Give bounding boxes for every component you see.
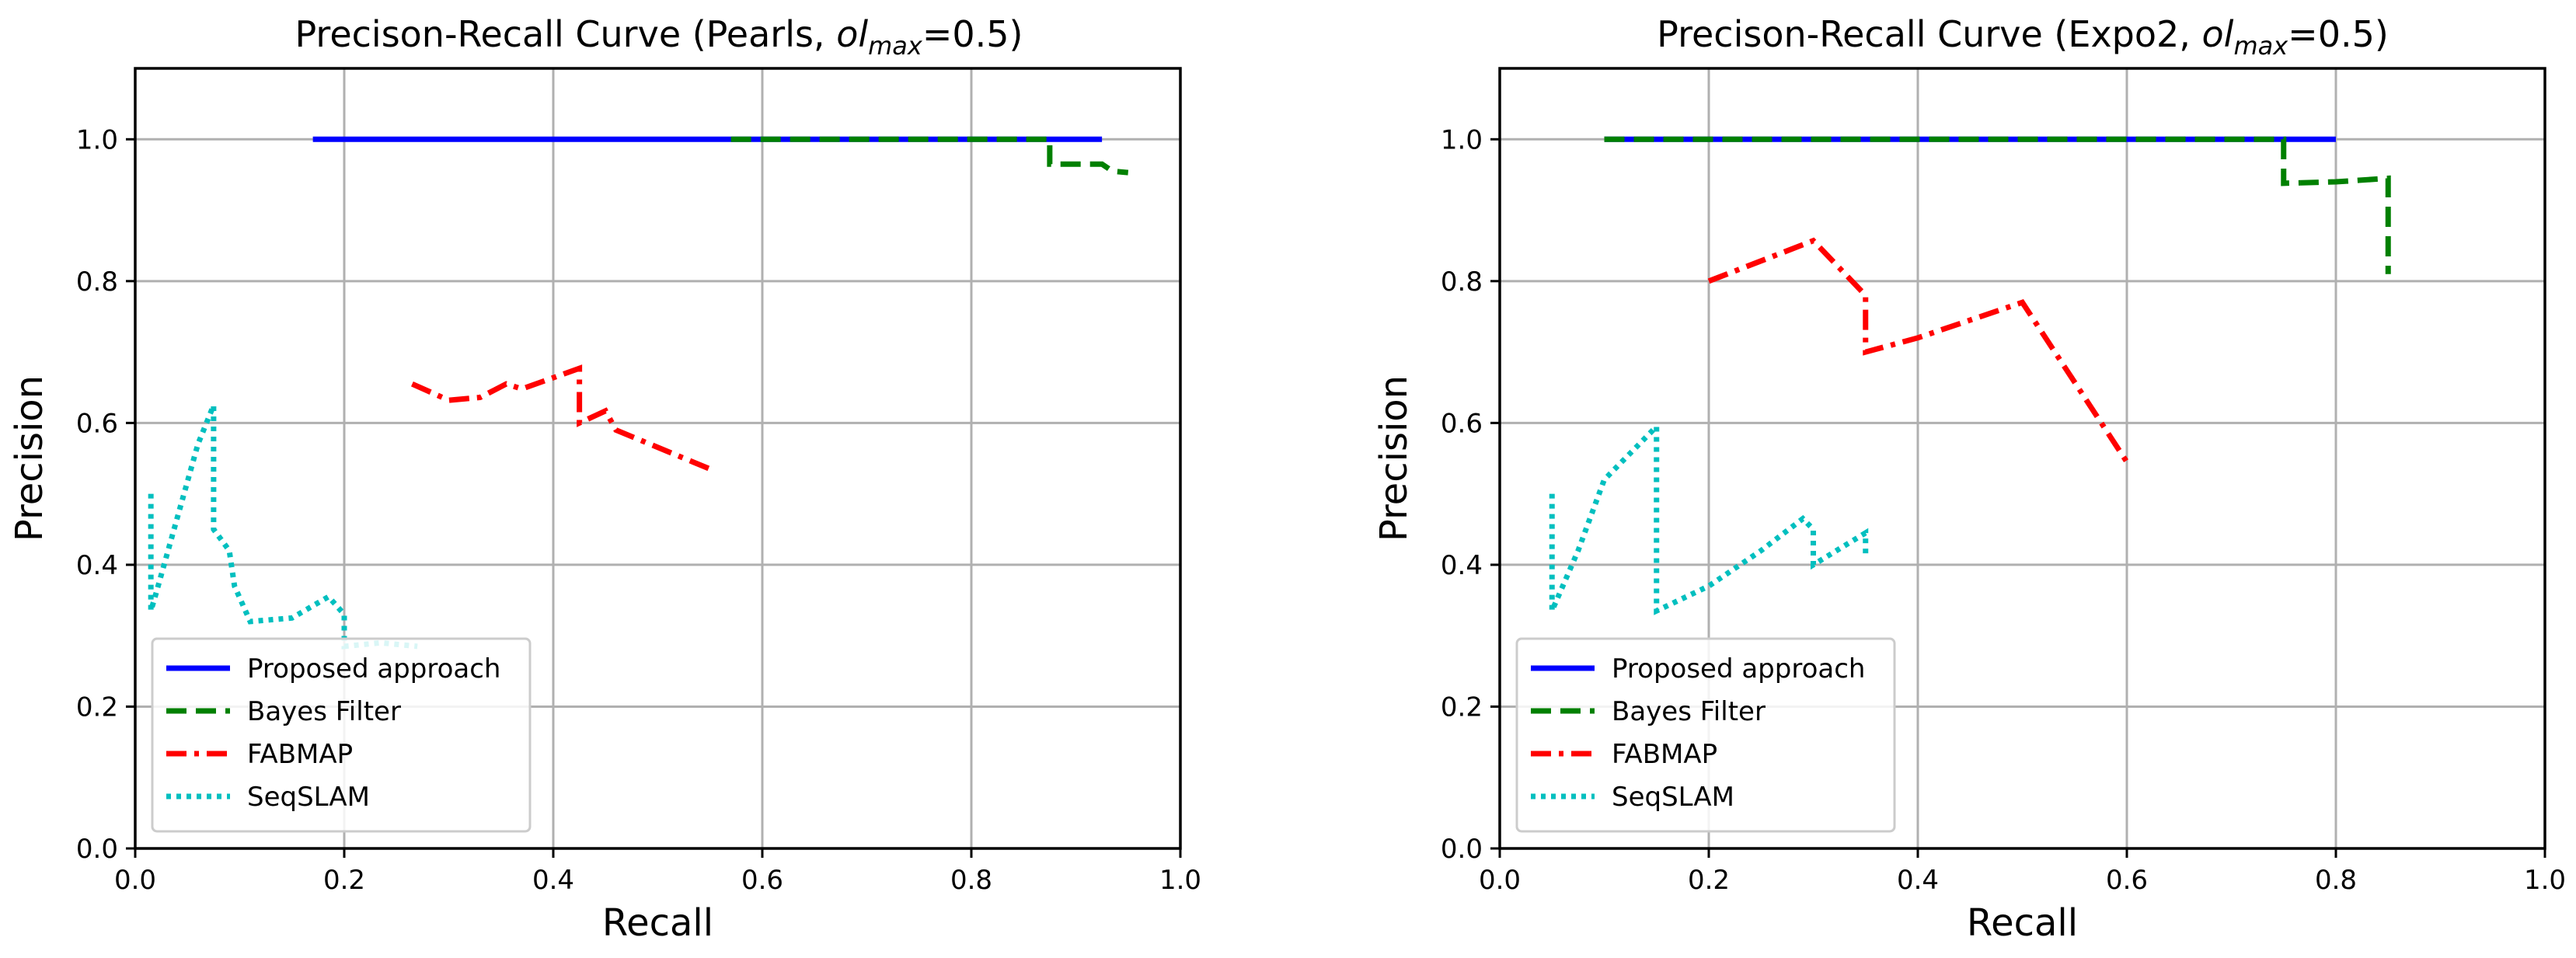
y-tick-label: 0.0 — [1441, 834, 1483, 865]
series-line-fabmap — [410, 364, 712, 472]
legend-label: SeqSLAM — [1612, 782, 1734, 813]
legend: Proposed approach Bayes Filter FABMAP SeqSL… — [1515, 637, 1896, 833]
y-tick-label: 1.0 — [76, 124, 118, 155]
x-tick-label: 1.0 — [1159, 865, 1201, 896]
axis-ticks: 0.0 0.2 0.4 0.6 0.8 1.0 0.0 0.2 0.4 0.6 0.8 1.0 — [1441, 124, 2566, 896]
x-tick-label: 0.6 — [2106, 865, 2148, 896]
y-tick-label: 0.4 — [1441, 550, 1483, 581]
y-tick-label: 0.6 — [1441, 408, 1483, 439]
legend-box — [151, 637, 532, 833]
y-tick-label: 0.8 — [76, 266, 118, 298]
y-axis-label: Precision — [1372, 375, 1416, 542]
series-line-bayes-filter — [1604, 136, 2391, 274]
x-tick-label: 0.0 — [114, 865, 156, 896]
chart-expo2: Precison-Recall Curve (Expo2, olmax=0.5)… — [1372, 13, 2566, 945]
series-layer — [148, 136, 1129, 650]
series-line-seqslam — [1549, 420, 1869, 615]
x-tick-label: 0.8 — [2315, 865, 2357, 896]
x-tick-label: 0.8 — [950, 865, 992, 896]
legend-label: Proposed approach — [1612, 653, 1865, 685]
legend-label: FABMAP — [247, 739, 353, 770]
series-line-bayes-filter — [730, 136, 1129, 176]
y-tick-label: 0.6 — [76, 408, 118, 439]
x-tick-label: 0.4 — [1897, 865, 1939, 896]
x-tick-label: 0.4 — [532, 865, 574, 896]
y-axis-label: Precision — [8, 375, 51, 542]
legend-box — [1515, 637, 1896, 833]
x-axis-label: Recall — [1967, 901, 2078, 945]
series-layer — [1549, 136, 2391, 615]
y-tick-label: 0.8 — [1441, 266, 1483, 298]
chart-title: Precison-Recall Curve (Expo2, olmax=0.5) — [1657, 13, 2389, 61]
series-line-fabmap — [1707, 237, 2129, 464]
chart-pearls: Precison-Recall Curve (Pearls, olmax=0.5… — [8, 13, 1201, 945]
x-tick-label: 1.0 — [2524, 865, 2566, 896]
y-tick-label: 0.2 — [1441, 692, 1483, 723]
legend-label: SeqSLAM — [247, 782, 370, 813]
x-tick-label: 0.2 — [1688, 865, 1730, 896]
chart-title: Precison-Recall Curve (Pearls, olmax=0.5… — [295, 13, 1023, 61]
x-tick-label: 0.6 — [741, 865, 783, 896]
y-tick-label: 1.0 — [1441, 124, 1483, 155]
axis-ticks: 0.0 0.2 0.4 0.6 0.8 1.0 0.0 0.2 0.4 0.6 0.8 1.0 — [76, 124, 1201, 896]
legend: Proposed approach Bayes Filter FABMAP SeqSL… — [151, 637, 532, 833]
x-tick-label: 0.0 — [1479, 865, 1521, 896]
y-tick-label: 0.0 — [76, 834, 118, 865]
legend-label: Bayes Filter — [247, 696, 401, 727]
plot-frame — [1498, 67, 2546, 850]
plot-frame — [134, 67, 1182, 850]
y-tick-label: 0.2 — [76, 692, 118, 723]
x-tick-label: 0.2 — [323, 865, 365, 896]
legend-label: Bayes Filter — [1612, 696, 1766, 727]
series-line-seqslam — [148, 404, 418, 650]
legend-label: Proposed approach — [247, 653, 500, 685]
y-tick-label: 0.4 — [76, 550, 118, 581]
legend-label: FABMAP — [1612, 739, 1717, 770]
x-axis-label: Recall — [602, 901, 713, 945]
